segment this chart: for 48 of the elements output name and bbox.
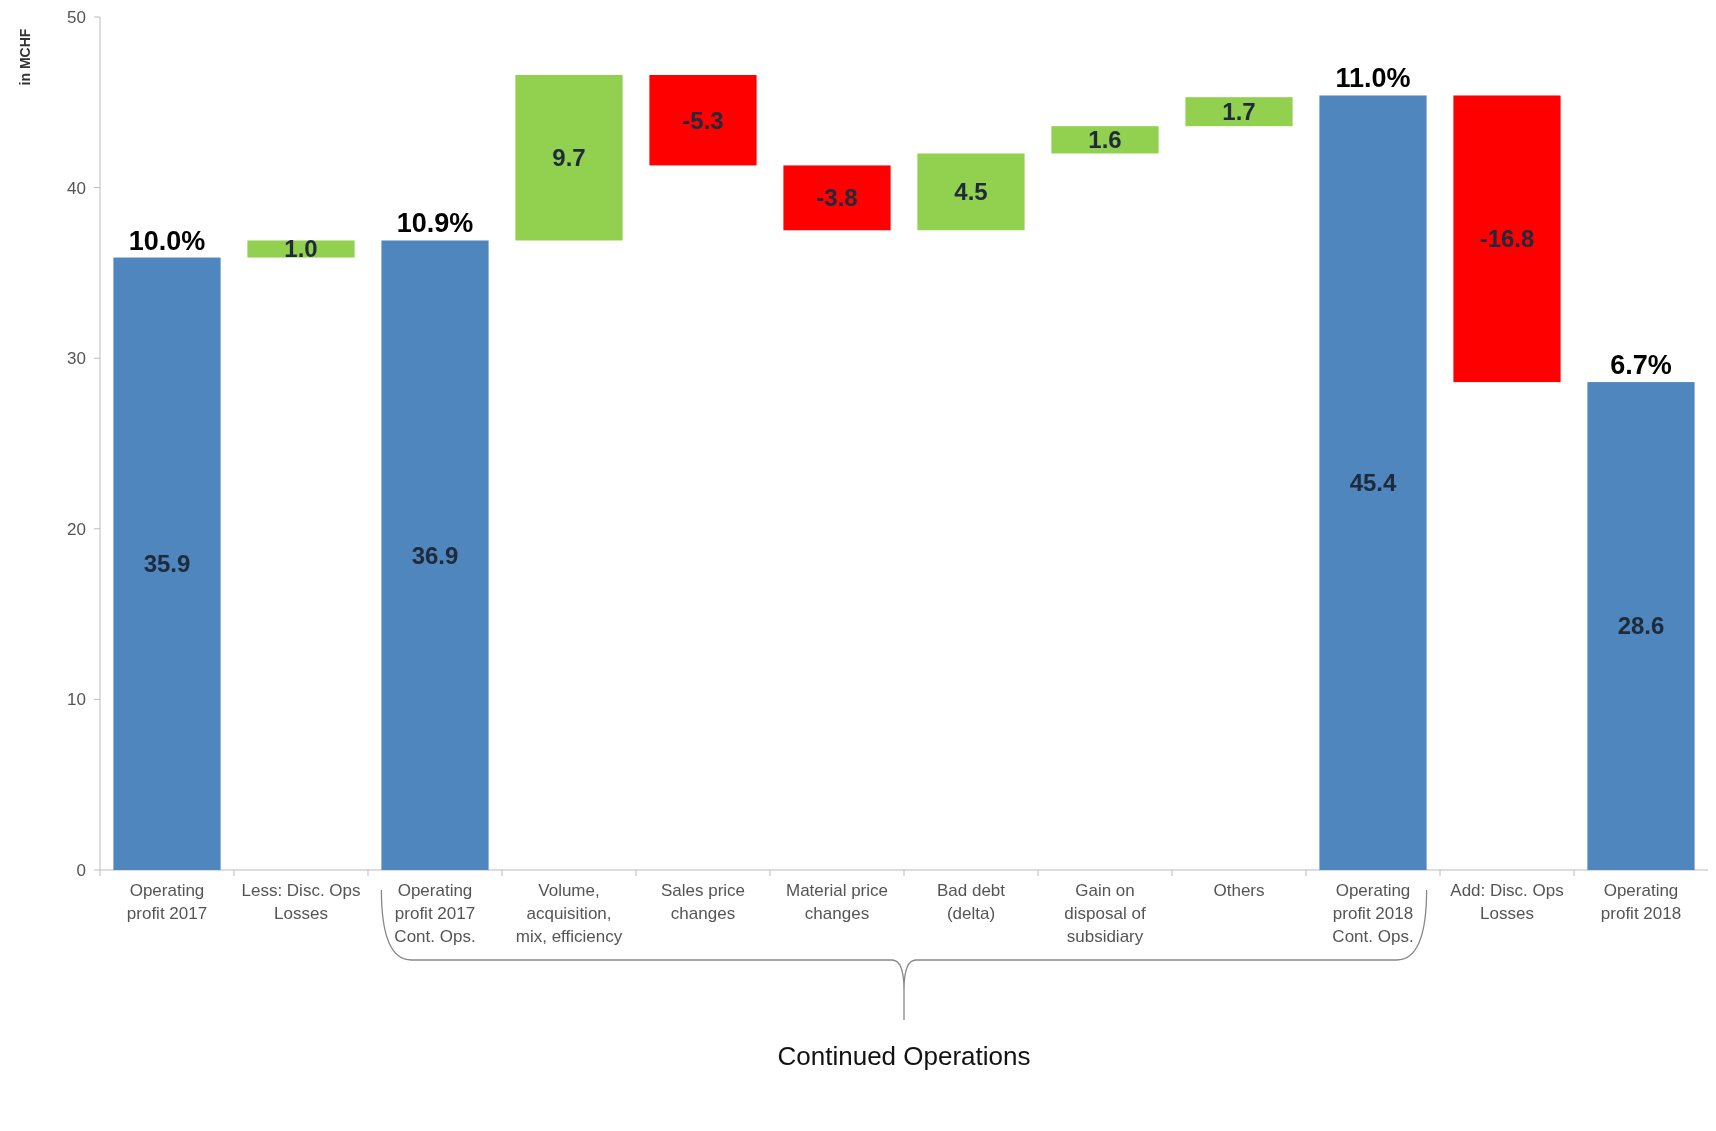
y-tick-label: 50: [67, 7, 86, 27]
bar: [247, 240, 355, 258]
y-tick-label: 10: [67, 690, 86, 710]
data-label: 36.9: [411, 541, 459, 569]
data-label: -5.3: [682, 106, 724, 134]
data-label: -3.8: [816, 184, 858, 212]
bar: [113, 257, 221, 870]
annotation: 6.7%: [1610, 350, 1672, 381]
x-tick-label: Volume, acquisition, mix, efficiency: [515, 881, 623, 946]
annotation: 11.0%: [1335, 63, 1411, 94]
annotation: 10.0%: [128, 225, 206, 256]
data-label: 1.6: [1088, 126, 1122, 154]
x-tick-label: Material price changes: [785, 881, 889, 923]
x-tick-label: Operating profit 2018: [1600, 881, 1682, 923]
text: Continued Operations: [777, 1041, 1031, 1071]
bar: [917, 153, 1025, 231]
data-label: 1.7: [1222, 98, 1256, 126]
bar: [1587, 382, 1695, 870]
annotation: 10.9%: [396, 208, 474, 239]
bar: [515, 75, 623, 241]
data-label: 9.7: [552, 144, 586, 172]
y-tick-label: 20: [67, 519, 86, 539]
x-tick-label: Gain on disposal of subsidiary: [1064, 881, 1146, 946]
x-tick-label: Operating profit 2017 Cont. Ops.: [394, 881, 476, 946]
data-label: 45.4: [1349, 469, 1397, 497]
bar: [649, 75, 757, 166]
x-tick-label: Sales price changes: [660, 881, 746, 923]
x-tick-label: Less: Disc. Ops Losses: [241, 881, 361, 923]
data-label: 4.5: [954, 178, 988, 206]
y-tick-label: 0: [76, 860, 86, 880]
bar: [1185, 97, 1293, 127]
data-label: -16.8: [1479, 225, 1535, 253]
bar: [1453, 95, 1561, 383]
data-label: 28.6: [1617, 612, 1665, 640]
bar: [381, 240, 489, 870]
data-label: 1.0: [284, 235, 318, 263]
x-tick-label: Others: [1213, 881, 1265, 900]
y-tick-label: 40: [67, 178, 86, 198]
x-tick-label: Operating profit 2018 Cont. Ops.: [1332, 881, 1414, 946]
x-tick-label: Add: Disc. Ops Losses: [1450, 881, 1564, 923]
y-tick-label: 30: [67, 349, 86, 369]
x-tick-label: Operating profit 2017: [126, 881, 208, 923]
bar: [1051, 126, 1159, 154]
y-axis-title: in MCHF: [17, 28, 33, 86]
x-tick-label: Bad debt (delta): [936, 881, 1006, 923]
bar: [1319, 95, 1427, 870]
bar: [783, 165, 891, 231]
data-label: 35.9: [143, 550, 191, 578]
